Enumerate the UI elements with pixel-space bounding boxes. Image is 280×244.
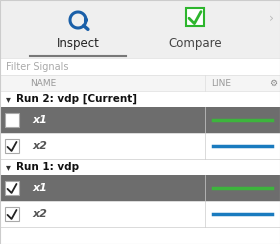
Bar [0, 91, 280, 107]
Text: LINE: LINE [211, 79, 231, 88]
Text: x1: x1 [32, 115, 47, 125]
Bar [0, 58, 280, 75]
Text: Compare: Compare [168, 37, 222, 50]
Text: Inspect: Inspect [57, 37, 99, 50]
Text: Run 2: vdp [Current]: Run 2: vdp [Current] [16, 94, 137, 104]
Bar [0, 175, 280, 201]
Bar [5, 113, 19, 127]
Bar [0, 201, 280, 227]
Text: ▾: ▾ [6, 94, 11, 104]
Bar [5, 139, 19, 153]
Bar [5, 207, 19, 221]
Text: ⚙: ⚙ [269, 79, 277, 88]
Bar [0, 159, 280, 175]
Bar [0, 75, 280, 91]
Bar [5, 181, 19, 195]
Text: ›: › [269, 12, 274, 25]
Bar [0, 133, 280, 159]
Bar [186, 8, 204, 26]
Text: x2: x2 [32, 209, 47, 219]
Text: Run 1: vdp: Run 1: vdp [16, 162, 79, 172]
Text: x2: x2 [32, 141, 47, 151]
Text: ▾: ▾ [6, 162, 11, 172]
Text: Filter Signals: Filter Signals [6, 61, 69, 71]
Text: NAME: NAME [30, 79, 56, 88]
Text: x1: x1 [32, 183, 47, 193]
Bar [0, 107, 280, 133]
Bar [0, 0, 280, 58]
Bar [0, 227, 280, 244]
